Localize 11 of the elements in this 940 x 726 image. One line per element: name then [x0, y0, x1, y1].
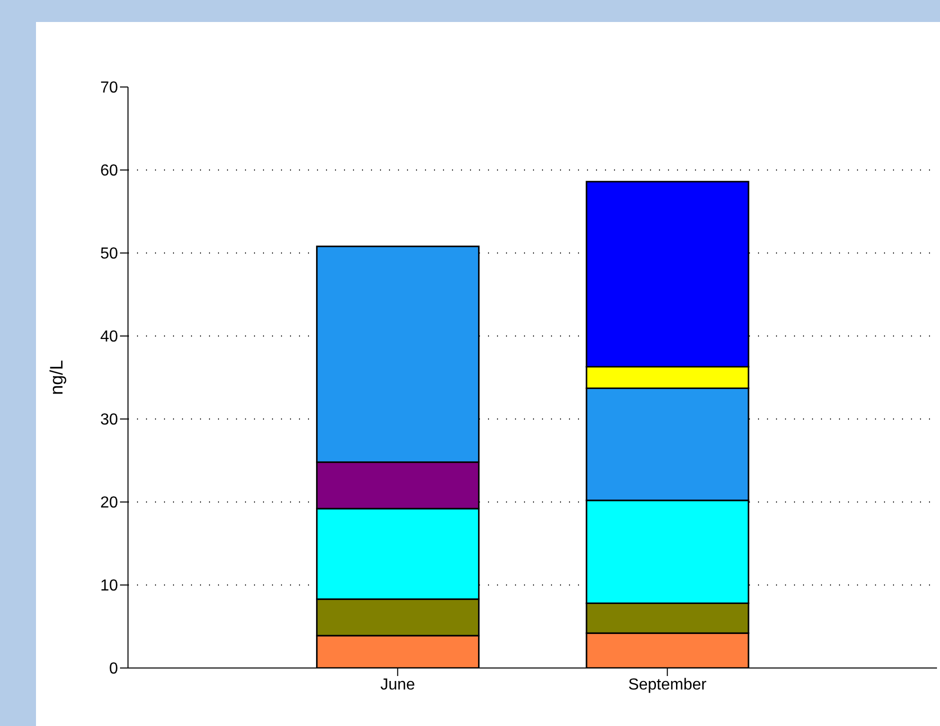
y-tick-label: 60	[100, 162, 118, 180]
y-axis-title: ng/L	[46, 360, 66, 396]
y-tick-label: 10	[100, 578, 118, 595]
y-tick-label: 40	[100, 328, 118, 346]
y-tick-label: 70	[100, 80, 118, 97]
y-tick-label: 0	[109, 660, 118, 678]
y-tick-label: 30	[100, 412, 118, 429]
x-tick-label: September	[628, 676, 708, 694]
y-tick-label: 20	[100, 494, 118, 512]
x-tick-label: June	[380, 676, 416, 694]
y-tick-label: 50	[100, 246, 118, 263]
